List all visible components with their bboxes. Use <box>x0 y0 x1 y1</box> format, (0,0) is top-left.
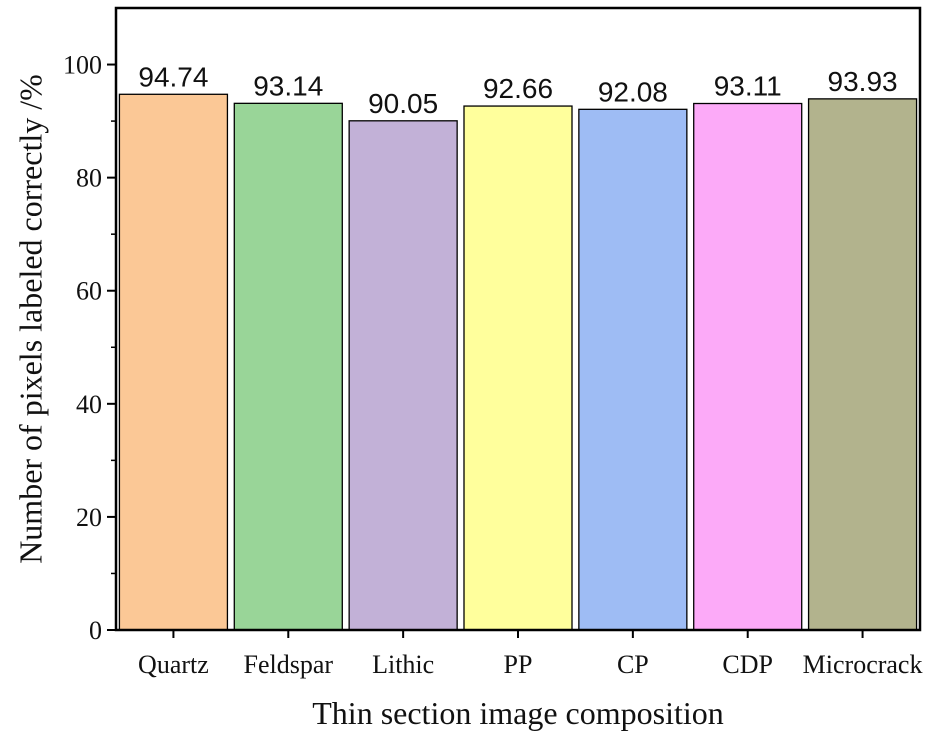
y-tick-label-80: 80 <box>76 164 102 193</box>
bars-layer <box>118 93 918 631</box>
x-tick-label-pp: PP <box>504 650 533 679</box>
y-tick-label-0: 0 <box>89 616 102 645</box>
y-tick-label-60: 60 <box>76 277 102 306</box>
bar-lithic <box>348 120 458 631</box>
y-tick-label-100: 100 <box>63 51 102 80</box>
data-label-quartz: 94.74 <box>138 61 208 92</box>
data-label-microcrack: 93.93 <box>828 66 898 97</box>
x-axis-title: Thin section image composition <box>312 695 723 731</box>
x-tick-label-cdp: CDP <box>722 650 773 679</box>
y-tick-label-40: 40 <box>76 390 102 419</box>
y-tick-label-20: 20 <box>76 503 102 532</box>
bar-cdp <box>693 102 803 631</box>
x-tick-label-quartz: Quartz <box>138 650 209 679</box>
x-tick-label-cp: CP <box>617 650 649 679</box>
y-axis-title: Number of pixels labeled correctly /% <box>12 74 48 564</box>
bar-quartz <box>118 93 229 631</box>
data-labels-layer: 94.74 93.14 90.05 92.66 92.08 93.11 93.93 <box>138 61 897 119</box>
x-tick-label-microcrack: Microcrack <box>803 650 923 679</box>
x-tick-label-lithic: Lithic <box>372 650 434 679</box>
bar-pp <box>463 105 573 631</box>
data-label-cdp: 93.11 <box>714 71 782 102</box>
data-label-feldspar: 93.14 <box>253 70 323 101</box>
bar-microcrack <box>807 98 918 631</box>
data-label-cp: 92.08 <box>598 76 668 107</box>
x-tick-label-feldspar: Feldspar <box>244 650 334 679</box>
x-axis: Quartz Feldspar Lithic PP CP CDP Microcrack <box>138 630 922 679</box>
y-axis: 0 20 40 60 80 100 <box>63 51 116 645</box>
data-label-pp: 92.66 <box>483 73 553 104</box>
bar-feldspar <box>233 102 343 631</box>
bar-cp <box>578 108 688 631</box>
data-label-lithic: 90.05 <box>368 88 438 119</box>
